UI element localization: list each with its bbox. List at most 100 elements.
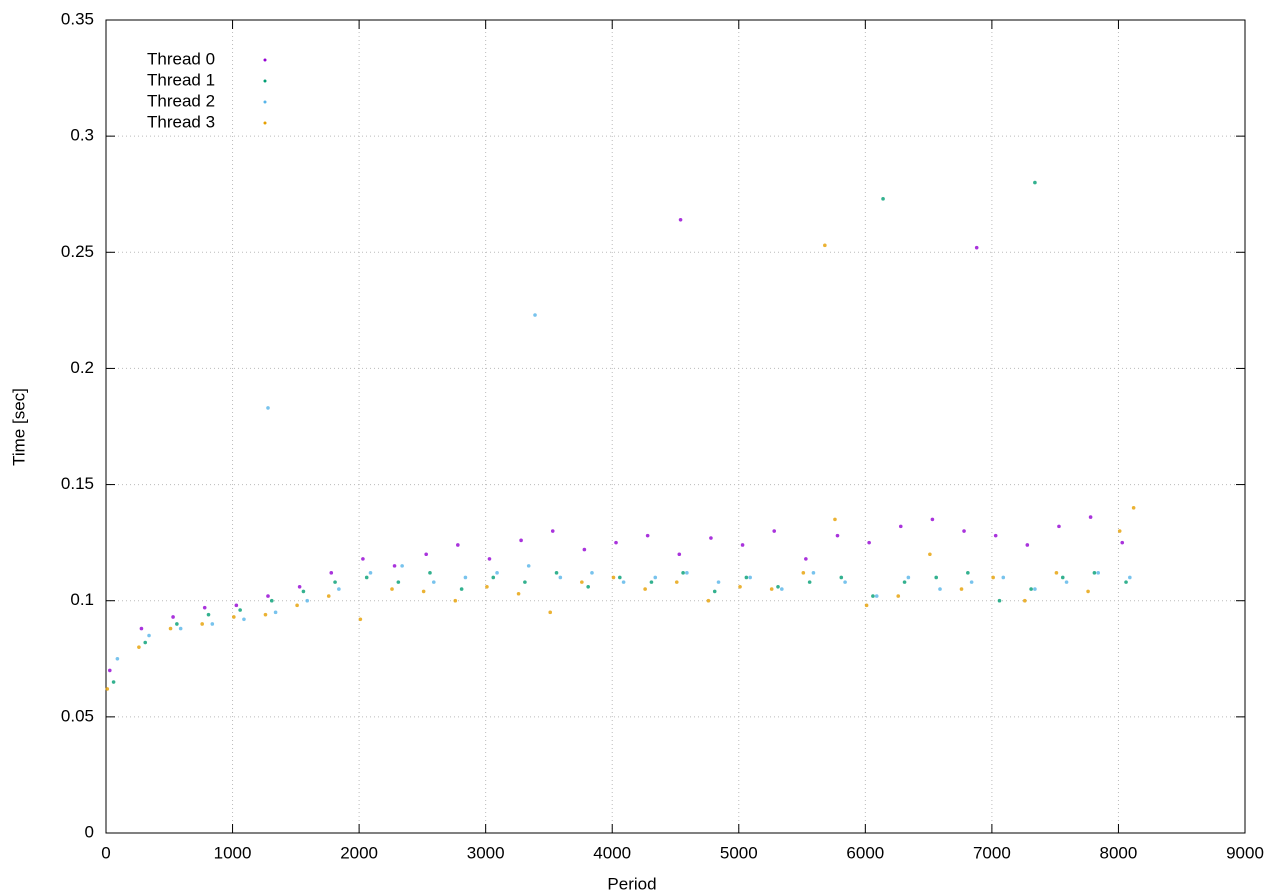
point — [1025, 543, 1030, 547]
point — [266, 594, 270, 598]
legend-label: Thread 1 — [147, 70, 215, 89]
point — [643, 587, 647, 591]
point — [463, 575, 468, 580]
point — [582, 547, 587, 552]
point — [548, 610, 553, 615]
point — [709, 536, 713, 540]
point — [273, 610, 278, 615]
y-tick-label: 0 — [85, 822, 94, 841]
point — [1120, 540, 1125, 545]
point — [898, 524, 903, 529]
point — [266, 406, 270, 410]
x-tick-label: 1000 — [214, 843, 252, 862]
point — [807, 580, 812, 584]
y-tick-label: 0.1 — [70, 590, 94, 609]
point — [400, 564, 404, 568]
point — [421, 589, 426, 594]
legend-marker — [263, 58, 267, 62]
point — [1033, 180, 1037, 185]
x-tick-label: 9000 — [1226, 843, 1264, 862]
x-tick-label: 0 — [101, 843, 110, 862]
point — [456, 543, 460, 547]
y-tick-label: 0.15 — [61, 474, 94, 493]
point — [431, 580, 436, 584]
point — [337, 587, 341, 591]
point — [645, 533, 650, 538]
legend-marker — [263, 121, 267, 125]
y-tick-label: 0.2 — [70, 358, 94, 377]
point — [772, 529, 777, 533]
point — [459, 587, 464, 591]
point — [519, 538, 523, 543]
point — [326, 594, 331, 598]
point — [533, 313, 537, 317]
point — [614, 540, 618, 545]
point — [928, 552, 932, 557]
point — [681, 571, 685, 575]
point — [526, 564, 531, 568]
point — [105, 687, 110, 691]
point — [938, 587, 942, 591]
point — [1128, 575, 1132, 580]
point — [902, 580, 907, 584]
point — [200, 622, 204, 626]
point — [833, 517, 837, 522]
point — [1088, 515, 1093, 519]
point — [801, 571, 806, 575]
point — [487, 557, 492, 561]
point — [392, 564, 397, 568]
point — [424, 552, 428, 557]
x-axis-label: Period — [607, 874, 656, 893]
point — [333, 580, 337, 584]
point — [1064, 580, 1069, 584]
point — [1124, 580, 1128, 584]
point — [358, 617, 363, 622]
point — [263, 612, 268, 617]
point — [740, 543, 745, 547]
point — [238, 608, 242, 612]
point — [1022, 598, 1027, 603]
legend-marker — [263, 79, 267, 83]
point — [495, 571, 499, 575]
point — [934, 575, 939, 580]
point — [716, 580, 721, 584]
point — [811, 571, 816, 575]
point — [168, 626, 173, 631]
point — [175, 622, 179, 626]
point — [653, 575, 658, 580]
point — [1092, 571, 1097, 575]
point — [453, 598, 458, 603]
legend-label: Thread 2 — [147, 91, 215, 110]
point — [959, 587, 964, 591]
point — [1117, 529, 1122, 533]
point — [712, 589, 717, 594]
point — [993, 533, 998, 538]
point — [969, 580, 974, 584]
point — [1054, 571, 1059, 575]
legend-label: Thread 0 — [147, 49, 215, 68]
point — [839, 575, 844, 580]
point — [111, 680, 116, 684]
x-tick-label: 7000 — [973, 843, 1011, 862]
point — [649, 580, 654, 584]
point — [178, 626, 183, 631]
point — [706, 598, 711, 603]
point — [611, 575, 616, 580]
point — [1086, 589, 1090, 594]
point — [516, 591, 521, 596]
point — [364, 575, 369, 580]
x-tick-label: 2000 — [340, 843, 378, 862]
point — [139, 626, 144, 631]
point — [491, 575, 496, 580]
point — [485, 584, 489, 589]
point — [896, 594, 901, 598]
point — [618, 575, 622, 580]
point — [368, 571, 373, 575]
point — [962, 529, 966, 533]
point — [835, 533, 840, 538]
point — [143, 640, 148, 645]
point — [305, 598, 310, 603]
point — [780, 587, 784, 591]
point — [329, 571, 334, 575]
